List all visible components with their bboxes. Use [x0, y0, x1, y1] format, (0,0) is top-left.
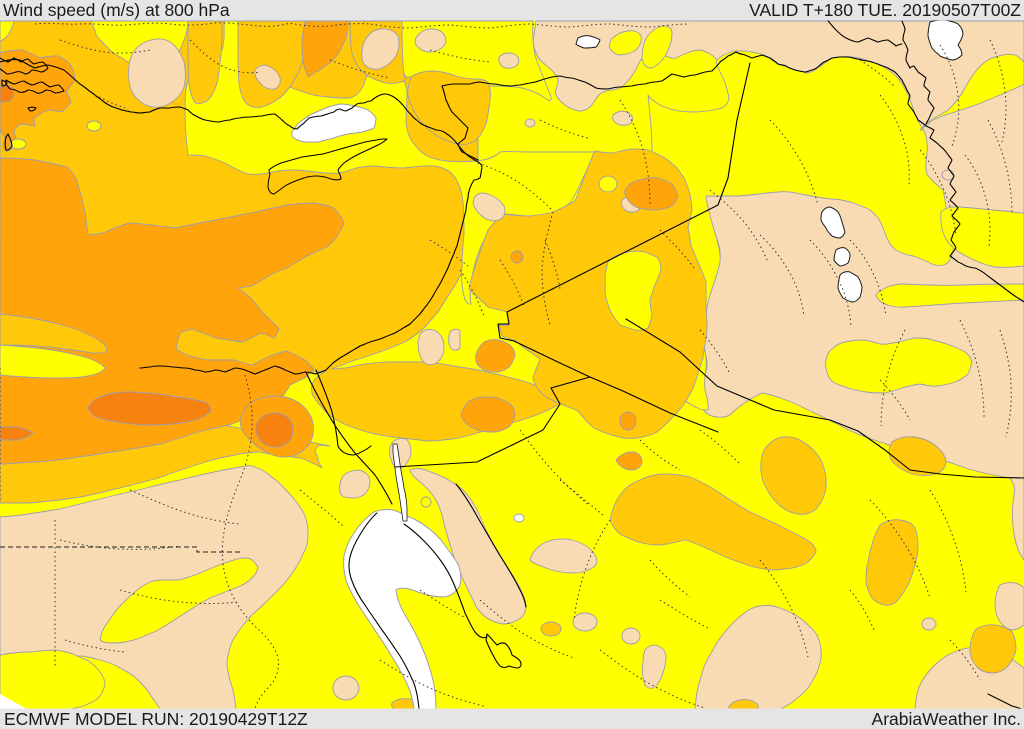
svg-text:ECMWF MODEL RUN: 20190429T12Z: ECMWF MODEL RUN: 20190429T12Z	[4, 709, 308, 729]
svg-text:VALID T+180 TUE. 20190507T00Z: VALID T+180 TUE. 20190507T00Z	[749, 0, 1021, 20]
svg-text:ArabiaWeather Inc.: ArabiaWeather Inc.	[872, 709, 1021, 729]
svg-text:Wind speed (m/s) at 800 hPa: Wind speed (m/s) at 800 hPa	[3, 0, 230, 20]
